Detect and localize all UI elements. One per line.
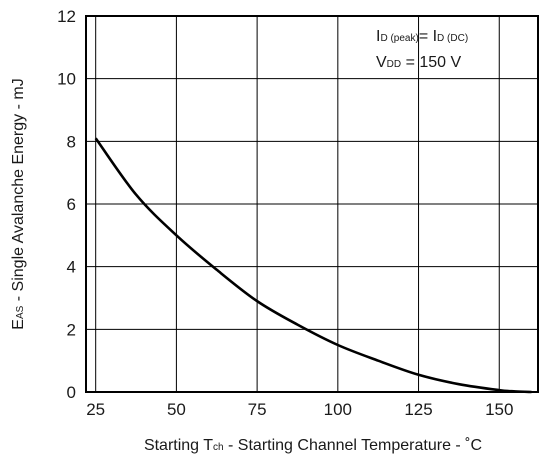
plot-frame: [85, 15, 539, 393]
y-tick-label: 10: [57, 70, 76, 89]
y-tick-label: 8: [67, 132, 76, 151]
y-tick-label: 6: [67, 195, 76, 214]
x-tick-label: 100: [324, 400, 352, 419]
y-tick-label: 2: [67, 320, 76, 339]
y-tick-label: 12: [57, 7, 76, 26]
x-tick-label: 75: [248, 400, 267, 419]
grid-lines: [86, 15, 538, 393]
series-line-eas: [94, 137, 532, 394]
x-tick-label: 150: [485, 400, 513, 419]
y-tick-label: 4: [67, 258, 76, 277]
x-tick-labels: 25 50 75 100 125 150: [86, 400, 513, 419]
annotation-box: ID (peak)= ID (DC) VDD = 150 V: [376, 28, 468, 71]
x-tick-label: 125: [404, 400, 432, 419]
y-tick-label: 0: [67, 383, 76, 402]
x-tick-label: 50: [167, 400, 186, 419]
x-axis-label: Starting Tch - Starting Channel Temperat…: [144, 437, 482, 454]
annotation-vdd: VDD = 150 V: [376, 54, 462, 71]
y-axis-label: EAS - Single Avalanche Energy - mJ: [10, 78, 27, 329]
annotation-id-peak: ID (peak)= ID (DC): [376, 28, 468, 45]
x-tick-label: 25: [86, 400, 105, 419]
y-tick-labels: 0 2 4 6 8 10 12: [57, 7, 76, 402]
